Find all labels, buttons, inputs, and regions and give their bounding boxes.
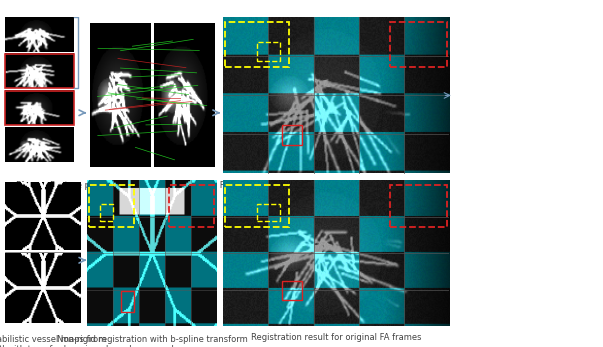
Bar [257, 42, 280, 61]
Text: Probabilistic vessel maps from
CNN with transfer learning: Probabilistic vessel maps from CNN with … [0, 335, 106, 347]
Bar [89, 185, 134, 227]
Bar [5, 54, 74, 88]
Text: Feature point matching using SURF and RANSAC: Feature point matching using SURF and RA… [50, 181, 254, 190]
Bar [5, 91, 74, 125]
Bar [226, 185, 289, 227]
Bar [391, 22, 447, 67]
Text: Rigid registration by perspective transform: Rigid registration by perspective transf… [245, 181, 427, 190]
Bar [226, 22, 289, 67]
Bar [257, 204, 280, 221]
Text: FA sequence: FA sequence [16, 181, 69, 190]
Bar [100, 204, 113, 221]
Bar [282, 281, 302, 300]
Bar [121, 291, 134, 312]
Bar [282, 125, 302, 145]
Bar [169, 185, 215, 227]
Text: Non-rigid registration with b-spline transform
based on vessel maps: Non-rigid registration with b-spline tra… [57, 335, 248, 347]
Bar [391, 185, 447, 227]
Text: Registration result for original FA frames: Registration result for original FA fram… [251, 333, 421, 342]
